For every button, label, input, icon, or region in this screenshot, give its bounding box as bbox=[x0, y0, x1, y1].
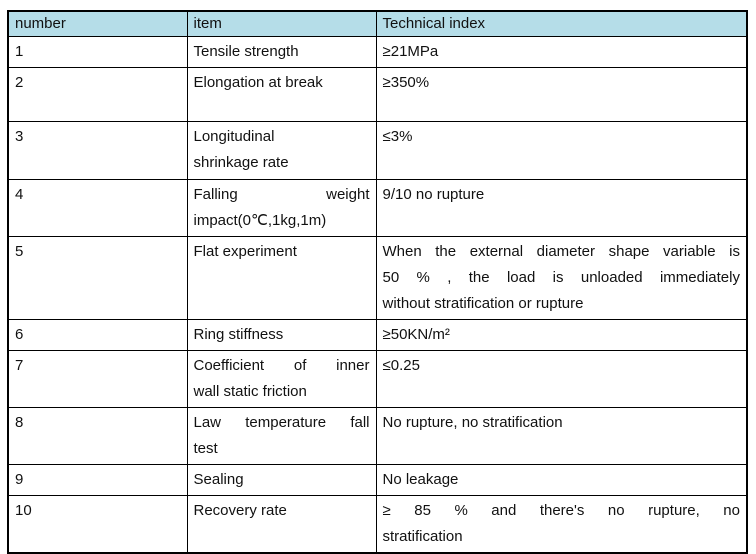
cell-item: Coefficient of inner wall static frictio… bbox=[186, 350, 377, 408]
header-row: number item Technical index bbox=[7, 10, 748, 37]
table-row: 9 Sealing No leakage bbox=[7, 464, 748, 496]
cell-technical-index: ≤3% bbox=[375, 121, 748, 180]
row-number: 10 bbox=[15, 502, 32, 519]
cell-technical-index: ≥50KN/m² bbox=[375, 319, 748, 351]
cell-item: Flat experiment bbox=[186, 236, 377, 320]
cell-technical-index: ≥21MPa bbox=[375, 36, 748, 68]
row-number: 9 bbox=[15, 471, 24, 488]
cell-number: 1 bbox=[7, 36, 188, 68]
table-row: 1 Tensile strength ≥21MPa bbox=[7, 36, 748, 68]
technical-index-table: number item Technical index 1 Tensile st… bbox=[7, 10, 748, 554]
cell-number: 10 bbox=[7, 495, 188, 554]
cell-item: Recovery rate bbox=[186, 495, 377, 554]
cell-number: 6 bbox=[7, 319, 188, 351]
cell-item: Sealing bbox=[186, 464, 377, 496]
cell-item: Ring stiffness bbox=[186, 319, 377, 351]
cell-number: 7 bbox=[7, 350, 188, 408]
cell-technical-index: ≤0.25 bbox=[375, 350, 748, 408]
cell-number: 5 bbox=[7, 236, 188, 320]
row-number: 7 bbox=[15, 357, 24, 374]
technical-index-table-wrap: number item Technical index 1 Tensile st… bbox=[7, 10, 748, 554]
table-row: 5 Flat experiment When the external diam… bbox=[7, 236, 748, 320]
cell-number: 3 bbox=[7, 121, 188, 180]
table-row: 3 Longitudinal shrinkage rate ≤3% bbox=[7, 121, 748, 180]
row-number: 6 bbox=[15, 326, 24, 343]
column-header-item: item bbox=[186, 10, 377, 37]
cell-technical-index: 9/10 no rupture bbox=[375, 179, 748, 237]
row-number: 3 bbox=[15, 128, 24, 145]
row-number: 4 bbox=[15, 186, 24, 203]
cell-item: Longitudinal shrinkage rate bbox=[186, 121, 377, 180]
table-row: 7 Coefficient of inner wall static frict… bbox=[7, 350, 748, 408]
cell-technical-index: No leakage bbox=[375, 464, 748, 496]
cell-technical-index: When the external diameter shape variabl… bbox=[375, 236, 748, 320]
cell-technical-index: No rupture, no stratification bbox=[375, 407, 748, 465]
table-row: 10 Recovery rate ≥ 85 % and there's no r… bbox=[7, 495, 748, 554]
cell-number: 4 bbox=[7, 179, 188, 237]
cell-number: 9 bbox=[7, 464, 188, 496]
row-number: 5 bbox=[15, 243, 24, 260]
cell-number: 8 bbox=[7, 407, 188, 465]
cell-item: Tensile strength bbox=[186, 36, 377, 68]
row-number: 2 bbox=[15, 74, 24, 91]
row-number: 8 bbox=[15, 414, 24, 431]
cell-number: 2 bbox=[7, 67, 188, 122]
table-row: 6 Ring stiffness ≥50KN/m² bbox=[7, 319, 748, 351]
column-header-technical-index: Technical index bbox=[375, 10, 748, 37]
cell-item: Law temperature fall test bbox=[186, 407, 377, 465]
table-row: 4 Falling weight impact(0℃,1kg,1m) 9/10 … bbox=[7, 179, 748, 237]
column-header-number: number bbox=[7, 10, 188, 37]
cell-technical-index: ≥ 85 % and there's no rupture, no strati… bbox=[375, 495, 748, 554]
table-row: 8 Law temperature fall test No rupture, … bbox=[7, 407, 748, 465]
cell-technical-index: ≥350% bbox=[375, 67, 748, 122]
row-number: 1 bbox=[15, 43, 24, 60]
cell-item: Falling weight impact(0℃,1kg,1m) bbox=[186, 179, 377, 237]
table-row: 2 Elongation at break ≥350% bbox=[7, 67, 748, 122]
cell-item: Elongation at break bbox=[186, 67, 377, 122]
